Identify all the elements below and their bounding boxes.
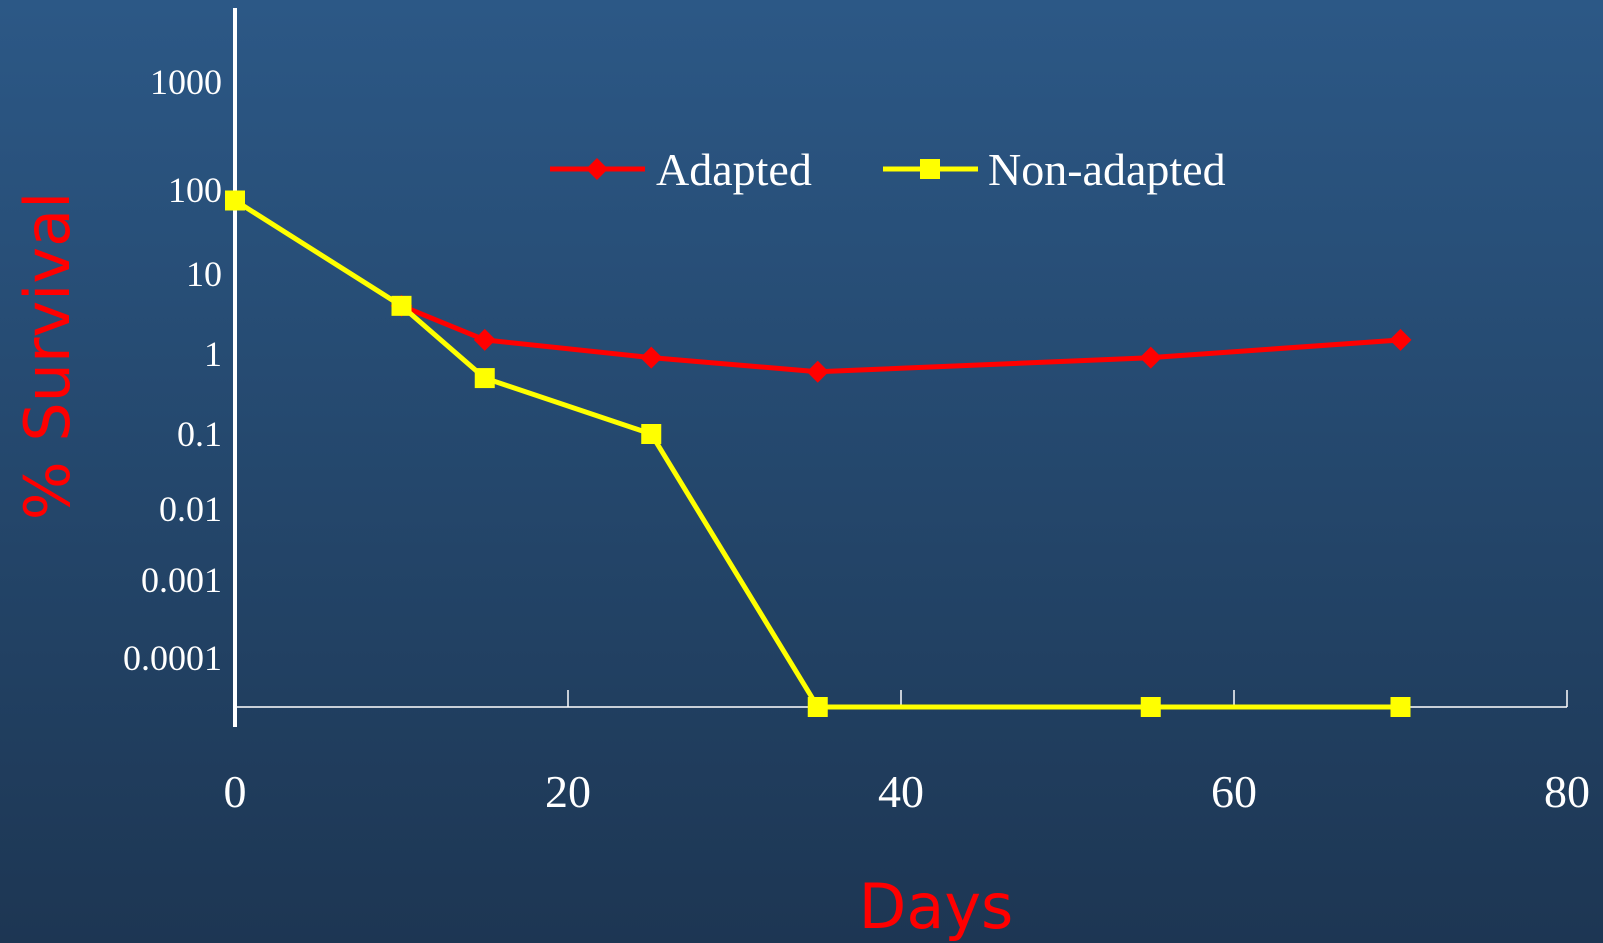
x-axis-title: Days bbox=[859, 870, 1014, 943]
y-axis-title: % Survival bbox=[11, 192, 84, 521]
x-tick-label: 80 bbox=[1544, 766, 1590, 817]
data-point-adapted bbox=[806, 360, 829, 383]
y-tick-label: 0.001 bbox=[141, 560, 222, 600]
data-point-non-adapted bbox=[1140, 697, 1161, 717]
data-point-adapted bbox=[640, 346, 663, 369]
y-tick-labels: 1000 100 10 1 0.1 0.01 0.001 0.0001 bbox=[123, 62, 222, 678]
x-tick-label: 40 bbox=[878, 766, 924, 817]
y-tick-label: 1000 bbox=[150, 62, 222, 102]
y-tick-label: 0.0001 bbox=[123, 638, 222, 678]
y-tick-label: 10 bbox=[186, 254, 222, 294]
data-point-non-adapted bbox=[1390, 697, 1411, 717]
x-tick-labels: 0 20 40 60 80 bbox=[224, 690, 1590, 817]
series-line-adapted bbox=[400, 303, 1401, 375]
legend-marker-adapted bbox=[586, 158, 608, 180]
legend: Adapted Non-adapted bbox=[550, 144, 1226, 195]
data-point-non-adapted bbox=[807, 697, 828, 717]
y-tick-label: 100 bbox=[168, 170, 222, 210]
series-adapted bbox=[390, 294, 1412, 383]
legend-marker-non-adapted bbox=[920, 159, 940, 179]
series-line-non-adapted bbox=[233, 198, 1401, 710]
data-point-adapted bbox=[473, 328, 496, 351]
data-point-non-adapted bbox=[641, 424, 662, 444]
series-layer bbox=[225, 190, 1412, 717]
y-tick-label: 0.1 bbox=[177, 414, 222, 454]
legend-label-adapted: Adapted bbox=[656, 144, 812, 195]
legend-label-non-adapted: Non-adapted bbox=[988, 144, 1226, 195]
y-tick-label: 0.01 bbox=[159, 489, 222, 529]
y-tick-label: 1 bbox=[204, 334, 222, 374]
data-point-non-adapted bbox=[474, 368, 495, 389]
data-point-adapted bbox=[1389, 328, 1412, 351]
x-tick-label: 20 bbox=[545, 766, 591, 817]
series-non-adapted bbox=[225, 190, 1411, 717]
data-point-non-adapted bbox=[391, 295, 412, 316]
data-point-non-adapted bbox=[225, 190, 245, 211]
x-tick-label: 0 bbox=[224, 766, 247, 817]
data-point-adapted bbox=[1139, 346, 1162, 369]
x-tick-label: 60 bbox=[1211, 766, 1257, 817]
